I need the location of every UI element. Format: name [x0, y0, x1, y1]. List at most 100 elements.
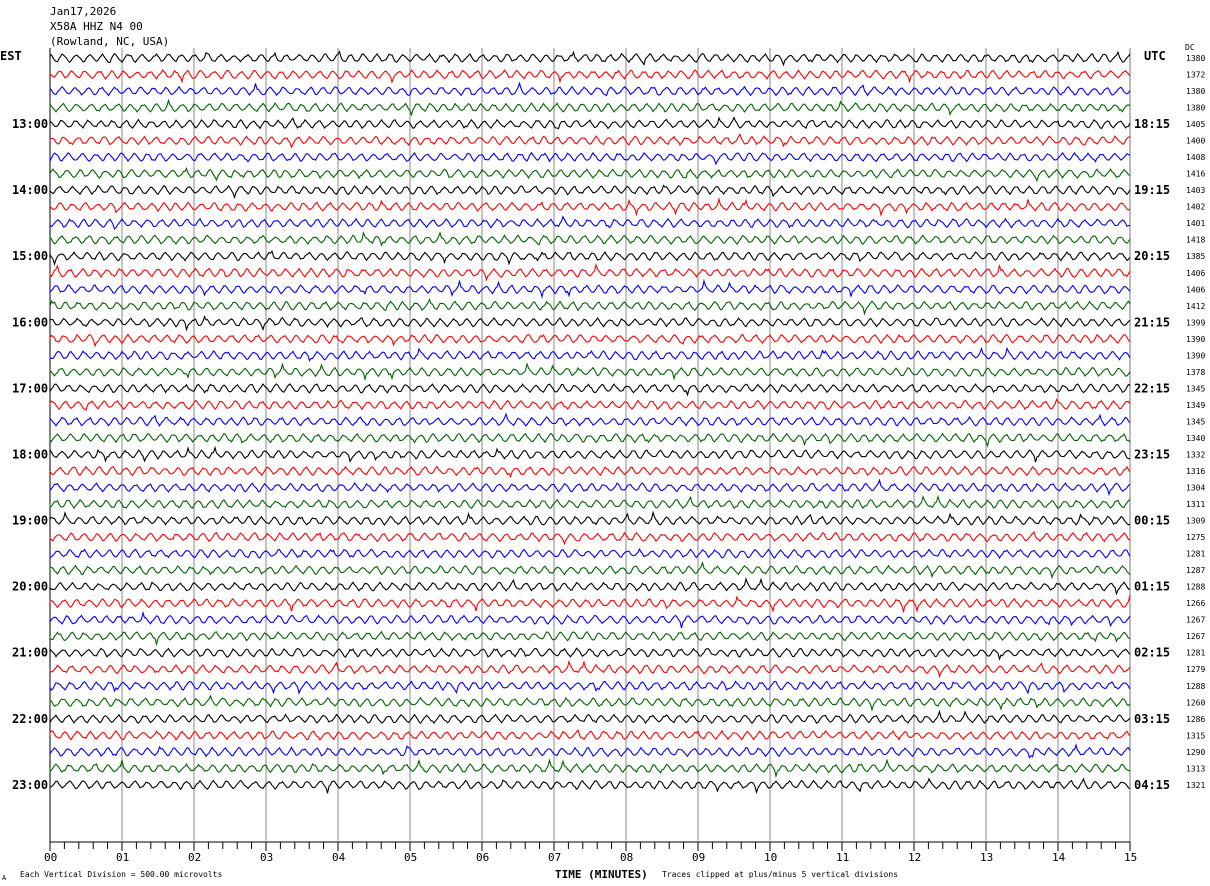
dc-offset-value: 1402 [1186, 203, 1205, 212]
scale-note: Each Vertical Division = 500.00 microvol… [20, 870, 222, 879]
seismic-trace [49, 560, 1131, 580]
location-label: (Rowland, NC, USA) [50, 35, 170, 48]
dc-offset-value: 1345 [1186, 417, 1205, 426]
utc-time-label: 18:15 [1134, 117, 1170, 131]
x-tick-label: 13 [980, 851, 993, 864]
est-time-label: 23:00 [12, 778, 48, 792]
dc-offset-value: 1304 [1186, 484, 1205, 493]
date-label: Jan17,2026 [50, 5, 117, 18]
dc-offset-value: 1311 [1186, 500, 1205, 509]
dc-offset-value: 1290 [1186, 748, 1205, 757]
seismic-trace [49, 398, 1131, 412]
seismic-trace [49, 465, 1131, 479]
seismic-trace [49, 184, 1131, 200]
dc-offset-value: 1403 [1186, 186, 1205, 195]
est-time-label: 22:00 [12, 712, 48, 726]
seismic-trace [49, 680, 1131, 695]
dc-offset-value: 1279 [1186, 665, 1205, 674]
seismic-trace [49, 610, 1131, 629]
est-time-label: 14:00 [12, 183, 48, 197]
seismic-trace [49, 577, 1131, 596]
x-tick-label: 09 [692, 851, 705, 864]
seismic-trace [49, 314, 1131, 332]
dc-offset-value: 1406 [1186, 285, 1205, 294]
utc-time-label: 20:15 [1134, 249, 1170, 263]
seismic-trace [49, 694, 1131, 712]
dc-offset-value: 1390 [1186, 351, 1205, 360]
dc-offset-value: 1267 [1186, 616, 1205, 625]
dc-offset-value: 1281 [1186, 649, 1205, 658]
utc-time-label: 19:15 [1134, 183, 1170, 197]
dc-offset-value: 1385 [1186, 252, 1205, 261]
seismic-trace [49, 445, 1131, 463]
seismic-trace [49, 69, 1131, 84]
seismic-trace [49, 333, 1131, 348]
dc-offset-value: 1267 [1186, 632, 1205, 641]
x-tick-label: 08 [620, 851, 633, 864]
seismic-trace [49, 263, 1131, 282]
est-time-label: 18:00 [12, 447, 48, 461]
seismic-trace [49, 249, 1131, 267]
x-tick-label: 01 [116, 851, 129, 864]
x-axis-title: TIME (MINUTES) [555, 868, 648, 881]
dc-offset-value: 1412 [1186, 302, 1205, 311]
seismic-trace [49, 647, 1131, 661]
utc-time-label: 23:15 [1134, 447, 1170, 461]
dc-offset-value: 1288 [1186, 583, 1205, 592]
utc-time-label: 04:15 [1134, 778, 1170, 792]
dc-offset-value: 1390 [1186, 335, 1205, 344]
est-time-label: 19:00 [12, 514, 48, 528]
seismic-trace [49, 595, 1131, 614]
dc-offset-value: 1281 [1186, 550, 1205, 559]
est-time-label: 15:00 [12, 249, 48, 263]
dc-offset-value: 1418 [1186, 236, 1205, 245]
dc-label: DC [1185, 43, 1195, 52]
seismic-trace [49, 362, 1131, 382]
x-tick-label: 03 [260, 851, 273, 864]
seismic-trace [49, 510, 1131, 526]
x-tick-label: 00 [44, 851, 57, 864]
x-tick-label: 07 [548, 851, 561, 864]
seismic-trace [49, 743, 1131, 759]
dc-offset-value: 1372 [1186, 71, 1205, 80]
station-label: X58A HHZ N4 00 [50, 20, 143, 33]
seismic-trace [49, 197, 1131, 217]
est-time-label: 13:00 [12, 117, 48, 131]
seismic-trace [49, 166, 1131, 183]
x-tick-label: 14 [1052, 851, 1066, 864]
seismic-trace [49, 777, 1131, 795]
utc-time-label: 03:15 [1134, 712, 1170, 726]
dc-offset-value: 1316 [1186, 467, 1205, 476]
utc-time-label: 02:15 [1134, 646, 1170, 660]
seismic-trace [49, 494, 1131, 510]
seismic-trace [49, 758, 1131, 779]
seismic-trace [49, 530, 1131, 546]
dc-offset-value: 1406 [1186, 269, 1205, 278]
utc-time-label: 00:15 [1134, 514, 1170, 528]
x-tick-label: 10 [764, 851, 777, 864]
seismic-trace [49, 630, 1131, 647]
dc-offset-value: 1260 [1186, 698, 1205, 707]
x-tick-label: 15 [1124, 851, 1137, 864]
seismic-trace [49, 728, 1131, 741]
seismic-trace [49, 279, 1131, 299]
dc-offset-value: 1408 [1186, 153, 1205, 162]
seismic-trace [49, 116, 1131, 130]
utc-axis-label: UTC [1144, 49, 1166, 63]
est-time-label: 20:00 [12, 580, 48, 594]
dc-offset-value: 1313 [1186, 764, 1205, 773]
dc-offset-value: 1378 [1186, 368, 1205, 377]
seismic-trace [49, 478, 1131, 497]
est-time-label: 21:00 [12, 646, 48, 660]
dc-offset-value: 1380 [1186, 104, 1205, 113]
dc-offset-value: 1309 [1186, 517, 1205, 526]
clip-note: Traces clipped at plus/minus 5 vertical … [662, 870, 898, 879]
utc-time-label: 22:15 [1134, 381, 1170, 395]
x-tick-label: 11 [836, 851, 849, 864]
dc-offset-value: 1416 [1186, 170, 1205, 179]
seismic-trace [49, 81, 1131, 97]
est-axis-label: EST [0, 49, 22, 63]
utc-time-label: 01:15 [1134, 580, 1170, 594]
dc-offset-value: 1286 [1186, 715, 1205, 724]
